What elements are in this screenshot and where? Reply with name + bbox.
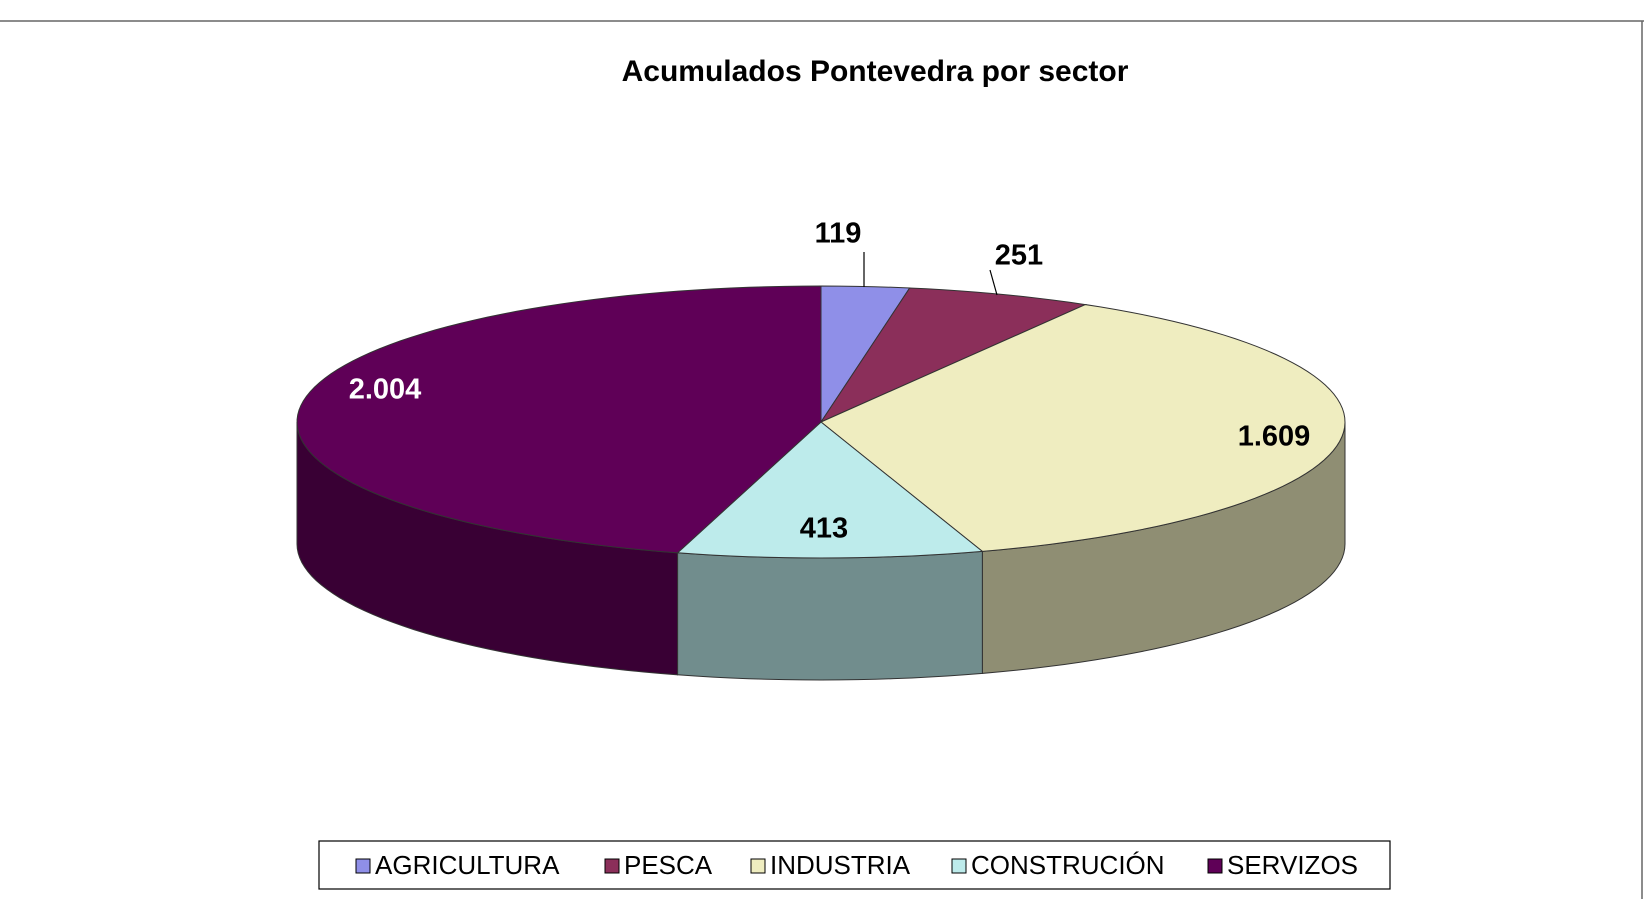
slice [296,285,822,554]
legend-label: INDUSTRIA [770,850,911,880]
data-label: 413 [800,513,848,545]
chart-title: Acumulados Pontevedra por sector [622,55,1129,88]
legend-swatch [951,858,967,874]
legend-label: PESCA [624,850,713,880]
legend-swatch [750,858,766,874]
data-label: 251 [995,240,1043,272]
slice [676,421,984,559]
slice [820,304,1346,552]
legend-label: SERVIZOS [1227,850,1358,880]
slice [819,287,1088,424]
legend-swatch [1207,858,1223,874]
legend-swatch [604,858,620,874]
legend-label: AGRICULTURA [375,850,560,880]
data-label: 1.609 [1238,421,1311,453]
data-label: 2.004 [349,374,422,406]
legend-swatch [355,858,371,874]
leader-line [989,269,998,296]
data-label: 119 [815,218,862,250]
legend-label: CONSTRUCIÓN [971,850,1165,880]
slice-side [677,550,983,681]
